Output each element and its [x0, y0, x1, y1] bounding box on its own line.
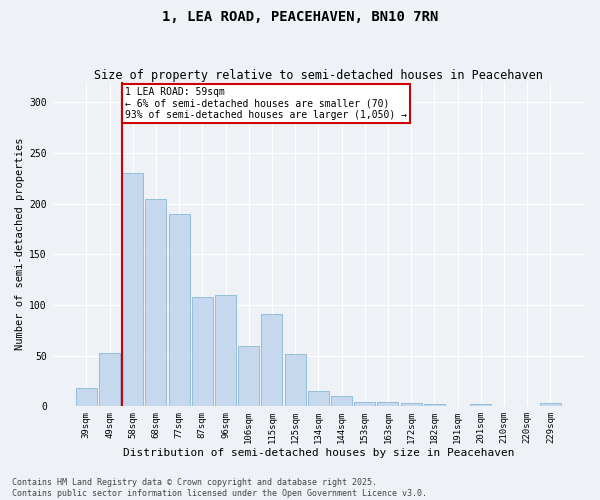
Bar — [401, 403, 422, 406]
Text: 1 LEA ROAD: 59sqm
← 6% of semi-detached houses are smaller (70)
93% of semi-deta: 1 LEA ROAD: 59sqm ← 6% of semi-detached … — [125, 87, 407, 120]
Bar — [192, 297, 213, 406]
Bar — [262, 314, 283, 406]
Bar — [122, 173, 143, 406]
Bar — [354, 402, 375, 406]
Bar — [331, 396, 352, 406]
Bar — [238, 346, 259, 406]
Bar — [424, 404, 445, 406]
Text: 1, LEA ROAD, PEACEHAVEN, BN10 7RN: 1, LEA ROAD, PEACEHAVEN, BN10 7RN — [162, 10, 438, 24]
Title: Size of property relative to semi-detached houses in Peacehaven: Size of property relative to semi-detach… — [94, 69, 543, 82]
Text: Contains HM Land Registry data © Crown copyright and database right 2025.
Contai: Contains HM Land Registry data © Crown c… — [12, 478, 427, 498]
Bar — [145, 198, 166, 406]
Y-axis label: Number of semi-detached properties: Number of semi-detached properties — [15, 138, 25, 350]
Bar — [284, 354, 305, 406]
Bar — [540, 403, 561, 406]
Bar — [169, 214, 190, 406]
X-axis label: Distribution of semi-detached houses by size in Peacehaven: Distribution of semi-detached houses by … — [122, 448, 514, 458]
Bar — [308, 391, 329, 406]
Bar — [215, 295, 236, 406]
Bar — [377, 402, 398, 406]
Bar — [99, 352, 120, 406]
Bar — [470, 404, 491, 406]
Bar — [76, 388, 97, 406]
